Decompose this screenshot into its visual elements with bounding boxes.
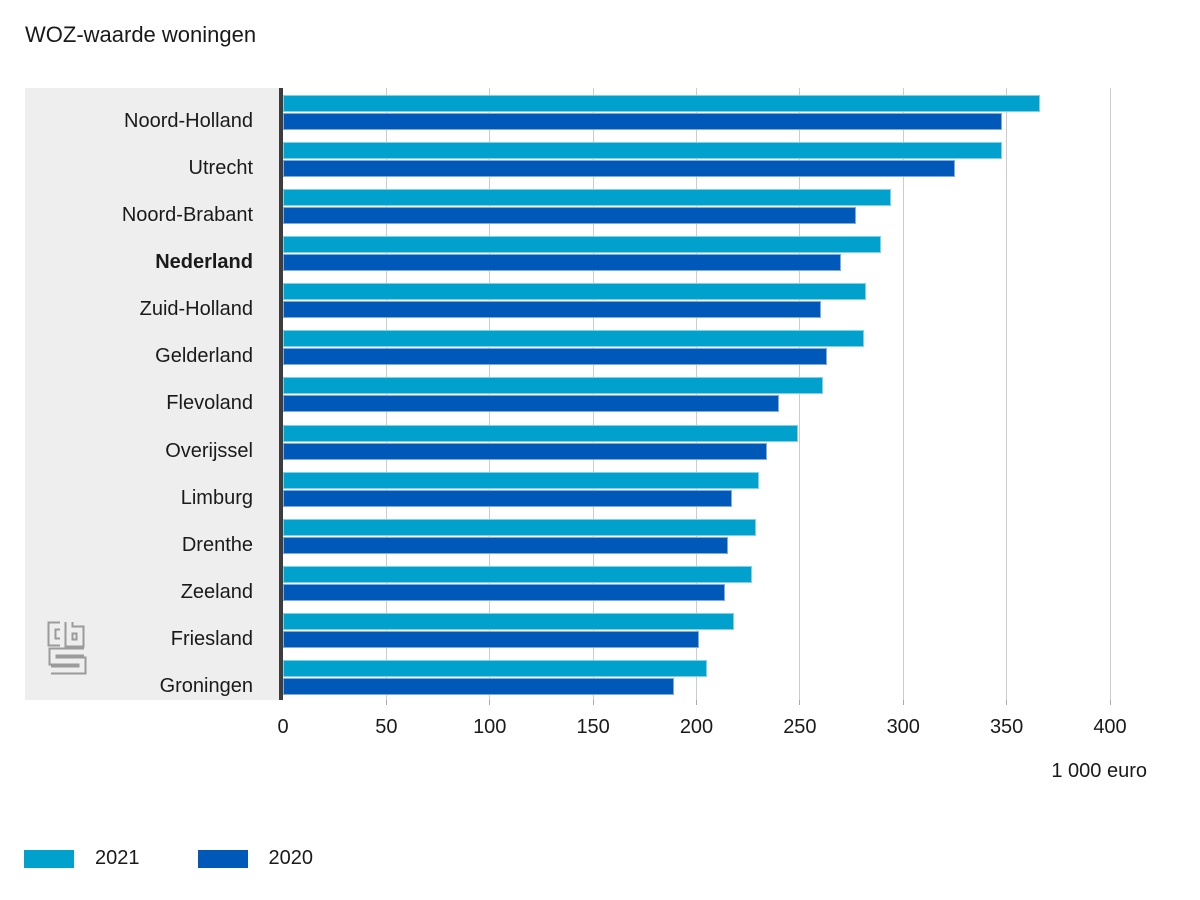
gridline-300 <box>902 88 904 700</box>
bar-2020-gelderland <box>283 348 827 366</box>
bar-2021-drenthe <box>283 518 756 536</box>
category-label-zeeland: Zeeland <box>180 580 253 603</box>
bar-2020-zeeland <box>283 583 725 601</box>
bar-2020-friesland <box>283 630 699 648</box>
x-tick-label-350: 350 <box>989 716 1024 738</box>
bar-2020-utrecht <box>283 160 955 178</box>
bar-2020-flevoland <box>283 395 779 413</box>
x-tick-mark-150 <box>592 700 594 705</box>
cbs-logo <box>47 621 87 675</box>
category-label-flevoland: Flevoland <box>166 392 253 415</box>
legend-item-2021[interactable]: 2021 <box>24 847 140 870</box>
bar-2020-noord-brabant <box>283 207 856 225</box>
category-label-friesland: Friesland <box>170 627 253 650</box>
bar-2021-nederland <box>283 236 881 254</box>
category-label-nederland: Nederland <box>155 251 253 274</box>
bar-2021-limburg <box>283 471 759 489</box>
legend-swatch-2021 <box>24 849 74 868</box>
category-label-noord-brabant: Noord-Brabant <box>121 204 253 227</box>
legend-label-2021: 2021 <box>95 847 140 869</box>
bar-2021-zeeland <box>283 565 752 583</box>
bar-2021-utrecht <box>283 142 1002 160</box>
page-title: WOZ-waarde woningen <box>25 22 257 47</box>
category-label-utrecht: Utrecht <box>188 157 253 180</box>
x-tick-mark-50 <box>385 700 387 705</box>
x-tick-mark-100 <box>489 700 491 705</box>
category-label-drenthe: Drenthe <box>181 533 253 556</box>
legend: 2021 2020 <box>24 847 313 870</box>
x-tick-label-400: 400 <box>1093 716 1127 738</box>
bar-2021-friesland <box>283 612 734 630</box>
x-tick-label-100: 100 <box>473 716 507 738</box>
gridline-350 <box>1006 88 1008 700</box>
x-tick-mark-400 <box>1109 700 1111 705</box>
bar-2021-groningen <box>283 659 707 677</box>
gridline-400 <box>1109 88 1111 700</box>
category-label-overijssel: Overijssel <box>165 439 253 462</box>
bar-2021-noord-brabant <box>283 189 891 207</box>
bar-2021-gelderland <box>283 330 864 348</box>
x-axis-unit-label: 1 000 euro <box>1051 760 1147 782</box>
bar-2020-noord-holland <box>283 113 1002 130</box>
bar-2021-noord-holland <box>283 95 1040 112</box>
y-axis-line <box>279 88 283 700</box>
category-axis-panel <box>25 88 279 700</box>
x-tick-label-50: 50 <box>375 716 398 738</box>
legend-label-2020: 2020 <box>268 847 314 869</box>
bar-2021-zuid-holland <box>283 283 866 301</box>
category-label-gelderland: Gelderland <box>155 345 253 368</box>
x-tick-label-200: 200 <box>679 716 714 738</box>
bar-2020-limburg <box>283 489 732 507</box>
x-tick-mark-250 <box>799 700 801 705</box>
bar-2020-groningen <box>283 677 674 695</box>
bar-2020-nederland <box>283 254 841 272</box>
bar-2021-flevoland <box>283 377 823 395</box>
bar-2020-drenthe <box>283 536 728 554</box>
x-tick-mark-200 <box>696 700 697 705</box>
legend-swatch-2020 <box>197 849 248 868</box>
x-tick-mark-350 <box>1006 700 1008 705</box>
category-label-limburg: Limburg <box>180 486 253 509</box>
bar-2020-zuid-holland <box>283 301 821 319</box>
bar-2021-overijssel <box>283 424 798 442</box>
x-tick-mark-300 <box>902 700 904 705</box>
x-tick-label-150: 150 <box>576 716 610 738</box>
category-label-noord-holland: Noord-Holland <box>124 110 253 132</box>
category-label-groningen: Groningen <box>159 674 253 697</box>
bar-2020-overijssel <box>283 442 767 460</box>
x-tick-label-250: 250 <box>783 716 817 738</box>
legend-item-2020[interactable]: 2020 <box>197 847 314 870</box>
category-label-zuid-holland: Zuid-Holland <box>139 298 253 321</box>
x-tick-label-0: 0 <box>277 716 289 738</box>
x-tick-label-300: 300 <box>886 716 920 738</box>
